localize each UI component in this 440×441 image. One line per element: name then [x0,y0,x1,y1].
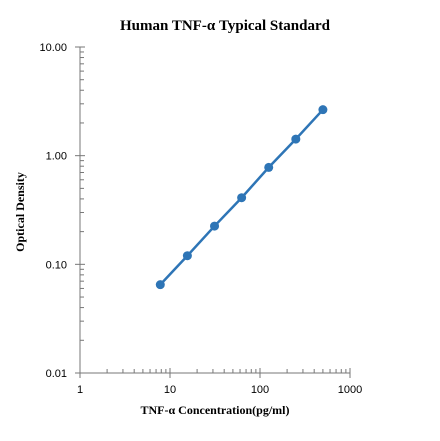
chart-title: Human TNF-α Typical Standard [120,18,331,34]
y-tick-label: 0.01 [46,368,67,380]
data-point [264,162,274,172]
x-axis-label: TNF-α Concentration(pg/ml) [140,403,289,417]
y-tick-label: 10.00 [39,42,67,54]
data-point [318,105,328,115]
data-point [155,280,165,290]
x-ticks: 1 10 100 1000 [77,368,362,396]
y-ticks: 0.01 0.10 1.00 10.00 [39,42,85,380]
y-tick-label: 1.00 [46,151,67,163]
x-tick-label: 1 [77,384,83,396]
y-tick-label: 0.10 [46,259,67,271]
data-point [210,221,220,231]
y-axis-label: Optical Density [13,172,27,252]
x-tick-label: 1000 [338,384,362,396]
data-series [155,105,328,290]
x-tick-label: 100 [251,384,269,396]
data-point [237,193,247,203]
data-point [291,134,301,144]
x-tick-label: 10 [164,384,176,396]
data-point [182,251,192,261]
